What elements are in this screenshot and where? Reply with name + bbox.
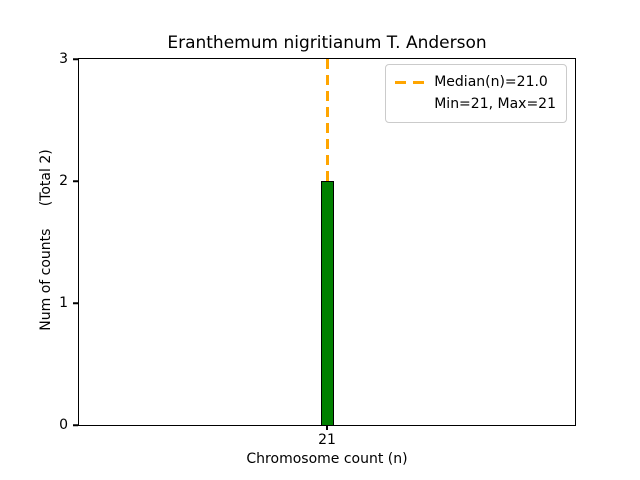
y-tick-mark: [73, 180, 78, 182]
legend-label-median: Median(n)=21.0: [434, 74, 548, 90]
legend: Median(n)=21.0 Min=21, Max=21: [385, 64, 567, 123]
legend-entry-minmax: Min=21, Max=21: [395, 93, 556, 115]
y-tick-label: 0: [59, 417, 68, 433]
y-tick-mark: [73, 302, 78, 304]
legend-spacer: [395, 103, 424, 106]
legend-entry-median: Median(n)=21.0: [395, 71, 556, 93]
median-dash-icon: [395, 80, 425, 84]
y-tick-label: 1: [59, 295, 68, 311]
x-axis-label: Chromosome count (n): [246, 451, 408, 467]
y-axis-label: Num of counts (Total 2): [38, 149, 54, 331]
y-tick-label: 2: [59, 173, 68, 189]
y-tick-mark: [73, 58, 78, 60]
legend-label-minmax: Min=21, Max=21: [434, 96, 556, 112]
x-tick-mark: [326, 425, 328, 430]
plot-area: 3 2 1 0 21 Median(n)=21.0 Min=21, Max=21: [59, 52, 576, 447]
histogram-bar: [321, 181, 334, 425]
y-tick-mark: [73, 424, 78, 426]
chart-title: Eranthemum nigritianum T. Anderson: [167, 33, 487, 53]
x-tick-label: 21: [318, 432, 336, 448]
y-tick-label: 3: [59, 51, 68, 67]
